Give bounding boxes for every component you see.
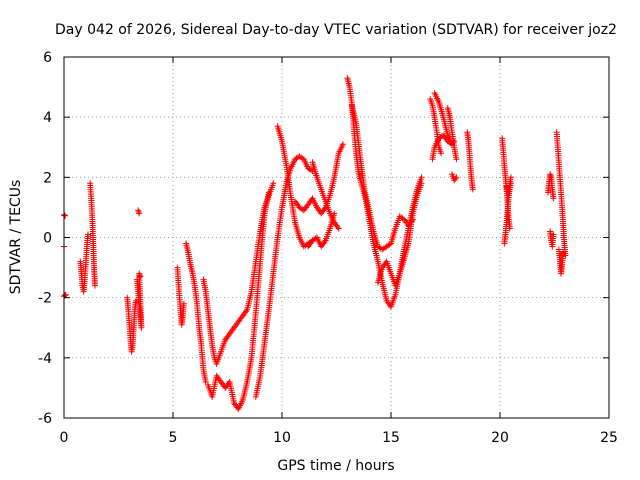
data-point-marker <box>507 180 514 187</box>
data-point-marker <box>469 186 476 193</box>
data-point-marker <box>132 297 139 304</box>
data-point-marker <box>331 210 338 217</box>
axis-ticks: 0 5 10 15 20 25 -6 -4 -2 0 2 4 6 <box>38 50 618 446</box>
chart-title: Day 042 of 2026, Sidereal Day-to-day VTE… <box>55 22 617 38</box>
x-tick-label: 5 <box>169 430 178 446</box>
data-point-marker <box>418 174 425 181</box>
data-point-marker <box>453 156 460 163</box>
y-tick-label: 6 <box>43 50 52 66</box>
data-point-marker <box>438 150 445 157</box>
y-tick-label: 2 <box>43 170 52 186</box>
data-points <box>61 75 569 412</box>
data-point-marker <box>550 195 557 202</box>
data-point-marker <box>507 174 514 181</box>
y-tick-label: 4 <box>43 110 52 126</box>
data-point-marker <box>453 174 460 181</box>
data-point-marker <box>560 249 567 256</box>
grid-lines <box>64 57 609 418</box>
x-tick-label: 25 <box>600 430 618 446</box>
y-tick-label: -4 <box>38 351 52 367</box>
data-point-marker <box>92 282 98 289</box>
data-point-marker <box>180 300 187 307</box>
y-axis-label: SDTVAR / TECUs <box>8 180 24 295</box>
x-tick-label: 0 <box>60 430 69 446</box>
data-point-marker <box>335 225 342 232</box>
data-point-marker <box>136 210 143 217</box>
data-point-marker <box>418 180 425 187</box>
data-point-marker <box>340 141 346 148</box>
data-point-marker <box>62 212 69 219</box>
y-tick-label: -2 <box>38 291 52 307</box>
data-point-marker <box>550 231 557 238</box>
data-point-marker <box>137 273 144 280</box>
y-tick-label: -6 <box>38 411 52 427</box>
data-point-marker <box>270 180 277 187</box>
y-tick-label: 0 <box>43 231 52 247</box>
data-point-marker <box>135 207 142 214</box>
x-tick-label: 10 <box>273 430 291 446</box>
x-tick-label: 15 <box>382 430 400 446</box>
x-axis-label: GPS time / hours <box>277 458 394 474</box>
x-tick-label: 20 <box>491 430 509 446</box>
data-point-marker <box>85 231 91 238</box>
